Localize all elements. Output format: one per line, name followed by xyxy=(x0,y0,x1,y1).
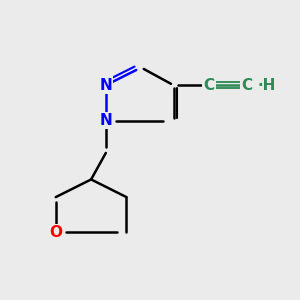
Text: C: C xyxy=(242,78,253,93)
Text: N: N xyxy=(100,78,112,93)
Text: N: N xyxy=(100,113,112,128)
Text: C: C xyxy=(203,78,214,93)
Text: O: O xyxy=(49,225,62,240)
Text: ·H: ·H xyxy=(257,78,276,93)
